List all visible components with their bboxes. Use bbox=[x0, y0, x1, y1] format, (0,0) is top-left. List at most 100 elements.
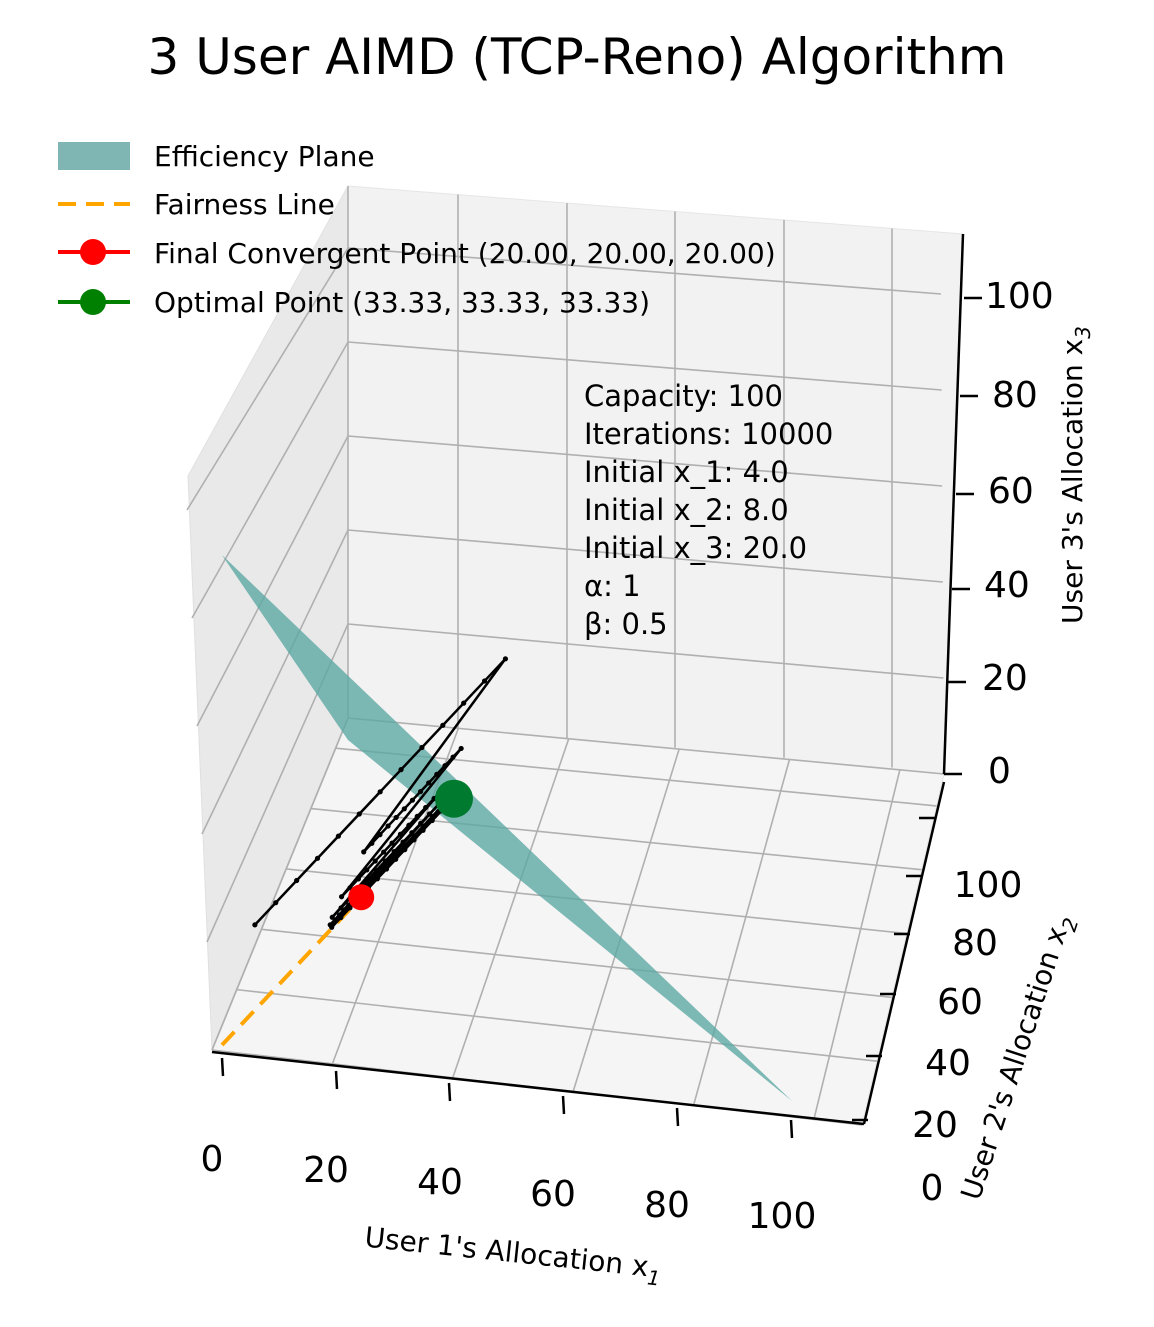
trajectory-point bbox=[273, 900, 279, 906]
x-tick-labels: 0 20 40 60 80 100 bbox=[201, 1139, 817, 1237]
annotation-beta: β: 0.5 bbox=[584, 607, 668, 641]
x-axis-tick bbox=[447, 1082, 452, 1102]
gridline bbox=[335, 747, 937, 807]
trajectory-point bbox=[361, 849, 367, 855]
trajectory-point bbox=[329, 914, 335, 920]
y-tick-label: 60 bbox=[937, 982, 983, 1023]
annotation-capacity: Capacity: 100 bbox=[584, 379, 783, 413]
y-tick-label: 40 bbox=[925, 1043, 971, 1084]
legend-label: Fairness Line bbox=[154, 188, 335, 221]
x-axis-line bbox=[211, 1050, 865, 1126]
trajectory-point bbox=[426, 780, 432, 786]
trajectory-point bbox=[372, 858, 378, 864]
trajectory-point bbox=[481, 678, 488, 684]
trajectory-point bbox=[440, 722, 446, 728]
gridline bbox=[186, 247, 349, 511]
x-axis-tick bbox=[220, 1057, 225, 1077]
gridline bbox=[813, 769, 901, 1120]
trajectory-point bbox=[338, 894, 345, 900]
gridline bbox=[261, 928, 892, 999]
final-convergent-point bbox=[348, 884, 375, 911]
trajectory-point bbox=[385, 823, 391, 829]
trajectory-point bbox=[419, 744, 425, 751]
gridline bbox=[347, 341, 942, 391]
annotation-alpha: α: 1 bbox=[584, 569, 641, 603]
gridline bbox=[347, 529, 943, 583]
trajectory-segment bbox=[340, 747, 463, 898]
x-axis-tick bbox=[675, 1107, 680, 1127]
y-axis-line bbox=[862, 781, 946, 1125]
x-axis-tick bbox=[789, 1119, 794, 1139]
x-axis-tick bbox=[334, 1070, 339, 1090]
z-tick-label: 100 bbox=[985, 276, 1054, 317]
grid-lines bbox=[186, 186, 945, 1126]
x-tick-label: 60 bbox=[530, 1174, 576, 1215]
trajectory-point bbox=[389, 840, 395, 846]
trajectory-point bbox=[393, 856, 399, 862]
z-tick-label: 80 bbox=[992, 375, 1038, 416]
y-tick-labels: 0 20 40 60 80 100 bbox=[912, 865, 1022, 1209]
legend-label: Final Convergent Point (20.00, 20.00, 20… bbox=[154, 237, 776, 270]
trajectory-point bbox=[381, 849, 387, 855]
trajectory-point bbox=[338, 905, 344, 911]
x-tick-label: 40 bbox=[417, 1162, 463, 1203]
legend-swatch-efficiency-plane bbox=[58, 142, 130, 170]
legend-swatch-final-point-marker bbox=[80, 239, 106, 265]
y-tick-label: 0 bbox=[921, 1168, 944, 1209]
trajectory-point bbox=[355, 876, 361, 882]
gridline bbox=[347, 247, 942, 295]
axes bbox=[211, 233, 982, 1139]
trajectory-point bbox=[338, 914, 344, 921]
trajectory-point bbox=[347, 905, 353, 911]
annotation-initial-x3: Initial x_3: 20.0 bbox=[584, 531, 807, 565]
x-tick-label: 20 bbox=[303, 1150, 349, 1191]
z-tick-label: 40 bbox=[984, 565, 1030, 606]
annotation-iterations: Iterations: 10000 bbox=[584, 417, 833, 451]
trajectory-point bbox=[402, 847, 408, 853]
parameter-annotations: Capacity: 100 Iterations: 10000 Initial … bbox=[584, 379, 833, 641]
gridline bbox=[572, 748, 680, 1092]
trajectory-point bbox=[335, 833, 341, 839]
trajectory-point bbox=[411, 837, 417, 843]
z-axis-line bbox=[942, 233, 965, 775]
trajectory-point bbox=[401, 806, 407, 812]
z-tick-label: 0 bbox=[988, 751, 1011, 792]
gridline bbox=[310, 807, 922, 871]
trajectory-point bbox=[417, 788, 424, 795]
gridline bbox=[191, 341, 349, 619]
gridline bbox=[451, 738, 570, 1079]
annotation-initial-x1: Initial x_1: 4.0 bbox=[584, 455, 789, 489]
trajectory-point bbox=[383, 866, 390, 872]
gridline bbox=[347, 717, 945, 775]
z-tick-labels: 0 20 40 60 80 100 bbox=[982, 276, 1054, 792]
gridline bbox=[347, 435, 943, 487]
trajectory-point bbox=[429, 817, 435, 824]
x-axis-tick bbox=[561, 1095, 566, 1115]
gridline bbox=[692, 759, 791, 1106]
legend: Efficiency Plane Fairness Line Final Con… bbox=[58, 140, 776, 319]
x-tick-label: 100 bbox=[748, 1196, 817, 1237]
gridline bbox=[196, 435, 349, 727]
trajectory-point bbox=[398, 767, 404, 773]
gridline bbox=[286, 868, 907, 935]
trajectory-point bbox=[252, 922, 258, 928]
gridline bbox=[201, 529, 349, 835]
trajectory-point bbox=[329, 924, 335, 930]
z-axis-label: User 3's Allocation x3 bbox=[1056, 326, 1095, 624]
y-tick-label: 100 bbox=[954, 865, 1023, 906]
z-tick-label: 60 bbox=[988, 471, 1034, 512]
trajectory-point bbox=[377, 789, 383, 795]
gridline bbox=[236, 988, 877, 1062]
trajectory-point bbox=[369, 840, 375, 846]
trajectory-point bbox=[409, 797, 416, 803]
trajectory-point bbox=[461, 700, 467, 706]
x-tick-label: 80 bbox=[644, 1185, 690, 1226]
legend-swatch-optimal-point-marker bbox=[80, 289, 106, 315]
legend-label: Efficiency Plane bbox=[154, 140, 375, 173]
trajectory-segment bbox=[362, 658, 507, 853]
y-tick-label: 20 bbox=[912, 1105, 958, 1146]
x-axis-label: User 1's Allocation x1 bbox=[362, 1221, 662, 1291]
trajectory-point bbox=[364, 867, 370, 873]
z-tick-label: 20 bbox=[982, 658, 1028, 699]
